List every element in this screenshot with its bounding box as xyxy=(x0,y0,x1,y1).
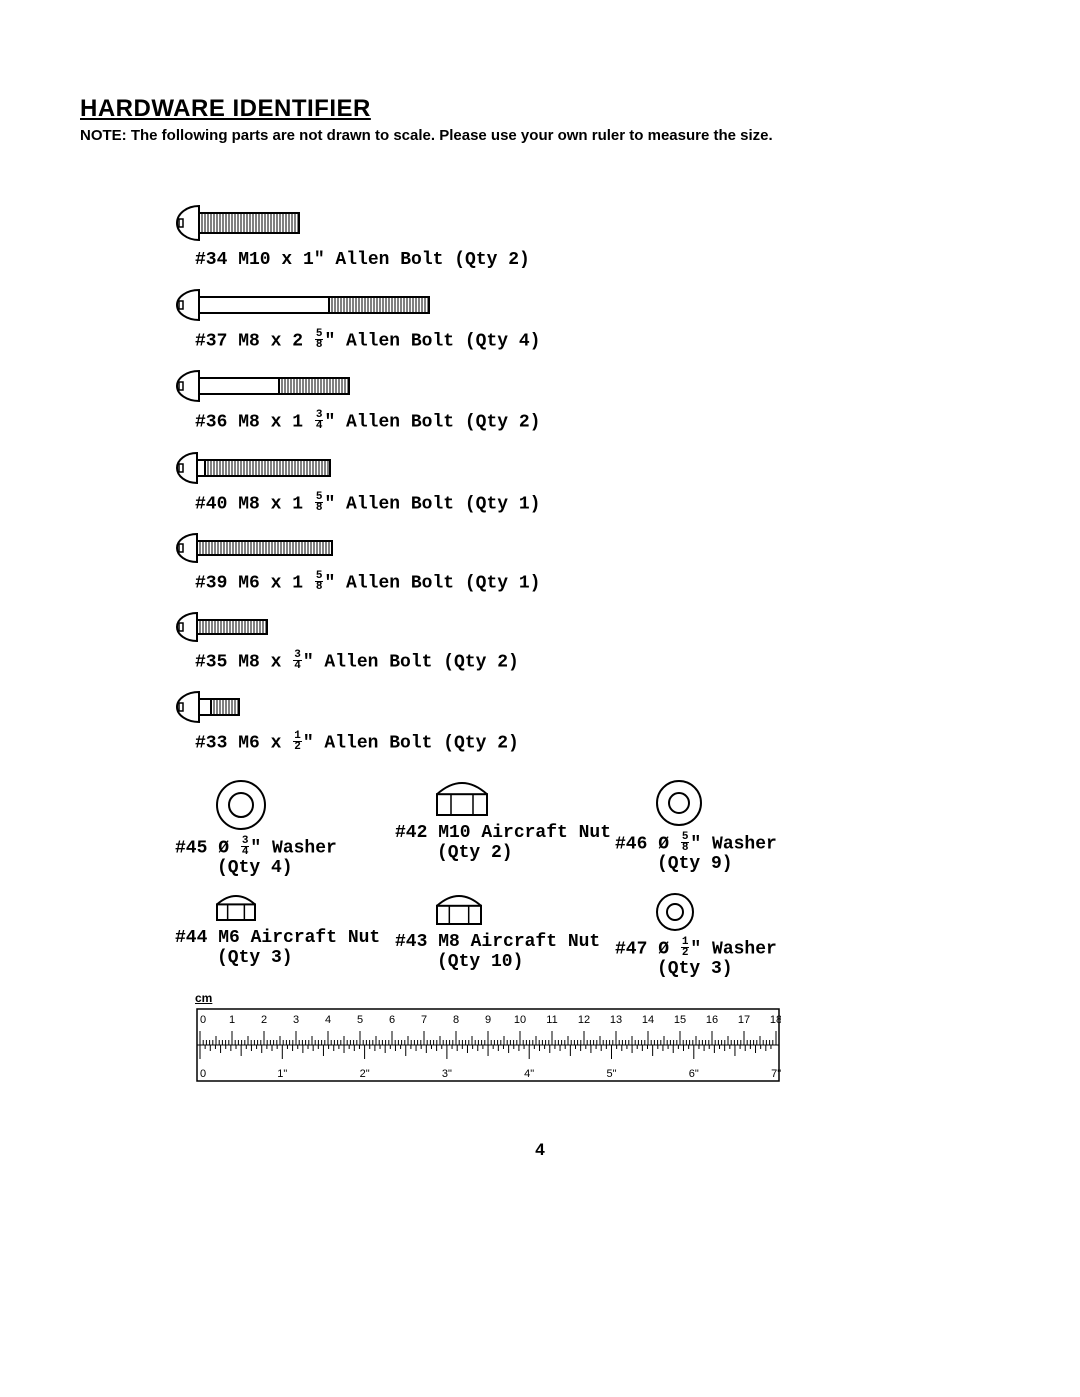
bolt-list: #34 M10 x 1" Allen Bolt (Qty 2) #37 M8 x … xyxy=(175,204,1000,754)
svg-text:5: 5 xyxy=(357,1014,363,1026)
part-44: #44 M6 Aircraft Nut(Qty 3) xyxy=(175,892,395,979)
svg-text:6": 6" xyxy=(689,1068,699,1080)
page-number: 4 xyxy=(0,1140,1080,1160)
bolt-36: #36 M8 x 1 34" Allen Bolt (Qty 2) xyxy=(175,369,1000,432)
bolt-icon xyxy=(175,690,1000,724)
small-parts-grid: #45 Ø 34" Washer(Qty 4)#42 M10 Aircraft … xyxy=(175,779,1000,980)
part-label: #44 M6 Aircraft Nut xyxy=(175,928,395,948)
svg-text:5": 5" xyxy=(606,1068,616,1080)
bolt-icon xyxy=(175,451,1000,485)
part-qty: (Qty 2) xyxy=(437,843,615,863)
svg-text:1: 1 xyxy=(229,1014,235,1026)
svg-text:18: 18 xyxy=(770,1014,781,1026)
bolt-label: #34 M10 x 1" Allen Bolt (Qty 2) xyxy=(195,250,1000,270)
part-label: #43 M8 Aircraft Nut xyxy=(395,932,615,952)
svg-text:16: 16 xyxy=(706,1014,718,1026)
part-qty: (Qty 9) xyxy=(657,854,815,874)
part-qty: (Qty 3) xyxy=(657,959,815,979)
svg-text:3": 3" xyxy=(442,1068,452,1080)
svg-text:0: 0 xyxy=(200,1068,206,1080)
svg-text:2: 2 xyxy=(261,1014,267,1026)
ruler: cm 012345678910111213141516171801"2"3"4"… xyxy=(195,989,780,1083)
washer-icon xyxy=(655,892,815,932)
page: HARDWARE IDENTIFIER NOTE: The following … xyxy=(0,0,1080,1397)
bolt-40: #40 M8 x 1 58" Allen Bolt (Qty 1) xyxy=(175,451,1000,514)
svg-text:4: 4 xyxy=(325,1014,331,1026)
nut-icon xyxy=(215,892,395,922)
svg-text:12: 12 xyxy=(578,1014,590,1026)
part-label: #42 M10 Aircraft Nut xyxy=(395,823,615,843)
bolt-35: #35 M8 x 34" Allen Bolt (Qty 2) xyxy=(175,611,1000,672)
ruler-svg: 012345678910111213141516171801"2"3"4"5"6… xyxy=(195,1007,781,1083)
nut-icon xyxy=(435,779,615,817)
part-label: #46 Ø 58" Washer xyxy=(615,833,815,854)
bolt-label: #35 M8 x 34" Allen Bolt (Qty 2) xyxy=(195,651,1000,672)
bolt-icon xyxy=(175,204,1000,242)
part-qty: (Qty 10) xyxy=(437,952,615,972)
part-label: #47 Ø 12" Washer xyxy=(615,938,815,959)
part-45: #45 Ø 34" Washer(Qty 4) xyxy=(175,779,395,878)
part-qty: (Qty 3) xyxy=(217,948,395,968)
bolt-34: #34 M10 x 1" Allen Bolt (Qty 2) xyxy=(175,204,1000,270)
bolt-label: #40 M8 x 1 58" Allen Bolt (Qty 1) xyxy=(195,493,1000,514)
svg-text:8: 8 xyxy=(453,1014,459,1026)
part-43: #43 M8 Aircraft Nut(Qty 10) xyxy=(395,892,615,979)
svg-text:14: 14 xyxy=(642,1014,654,1026)
bolt-39: #39 M6 x 1 58" Allen Bolt (Qty 1) xyxy=(175,532,1000,593)
part-label: #45 Ø 34" Washer xyxy=(175,837,395,858)
bolt-33: #33 M6 x 12" Allen Bolt (Qty 2) xyxy=(175,690,1000,753)
bolt-icon xyxy=(175,532,1000,564)
content-area: HARDWARE IDENTIFIER NOTE: The following … xyxy=(80,95,1000,1083)
svg-text:1": 1" xyxy=(277,1068,287,1080)
washer-icon xyxy=(215,779,395,831)
bolt-icon xyxy=(175,611,1000,643)
note-text: NOTE: The following parts are not drawn … xyxy=(80,127,1000,144)
svg-text:7": 7" xyxy=(771,1068,781,1080)
part-42: #42 M10 Aircraft Nut(Qty 2) xyxy=(395,779,615,878)
svg-text:4": 4" xyxy=(524,1068,534,1080)
svg-text:11: 11 xyxy=(546,1014,557,1026)
svg-text:3: 3 xyxy=(293,1014,299,1026)
bolt-label: #37 M8 x 2 58" Allen Bolt (Qty 4) xyxy=(195,330,1000,351)
bolt-label: #39 M6 x 1 58" Allen Bolt (Qty 1) xyxy=(195,572,1000,593)
bolt-label: #33 M6 x 12" Allen Bolt (Qty 2) xyxy=(195,732,1000,753)
svg-text:9: 9 xyxy=(485,1014,491,1026)
part-46: #46 Ø 58" Washer(Qty 9) xyxy=(615,779,815,878)
svg-text:15: 15 xyxy=(674,1014,686,1026)
svg-text:6: 6 xyxy=(389,1014,395,1026)
part-47: #47 Ø 12" Washer(Qty 3) xyxy=(615,892,815,979)
ruler-cm-label: cm xyxy=(195,991,212,1005)
bolt-label: #36 M8 x 1 34" Allen Bolt (Qty 2) xyxy=(195,411,1000,432)
svg-text:0: 0 xyxy=(200,1014,206,1026)
bolt-icon xyxy=(175,288,1000,322)
svg-text:10: 10 xyxy=(514,1014,526,1026)
svg-text:2": 2" xyxy=(360,1068,370,1080)
page-title: HARDWARE IDENTIFIER xyxy=(80,95,1000,123)
svg-text:13: 13 xyxy=(610,1014,622,1026)
part-qty: (Qty 4) xyxy=(217,858,395,878)
washer-icon xyxy=(655,779,815,827)
svg-text:17: 17 xyxy=(738,1014,750,1026)
nut-icon xyxy=(435,892,615,926)
bolt-37: #37 M8 x 2 58" Allen Bolt (Qty 4) xyxy=(175,288,1000,351)
svg-text:7: 7 xyxy=(421,1014,427,1026)
bolt-icon xyxy=(175,369,1000,403)
